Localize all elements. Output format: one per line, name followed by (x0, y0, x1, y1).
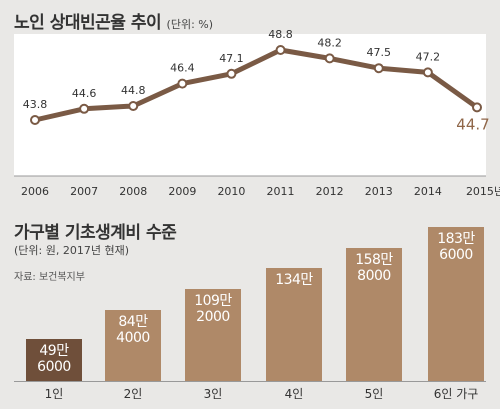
bar: 49만 6000 (26, 339, 82, 381)
line-data-label: 48.2 (317, 36, 342, 49)
line-point (472, 102, 482, 113)
line-point (30, 115, 40, 125)
bar-category-label: 3인 (203, 387, 223, 401)
line-chart: 43.8 2006 44.6 2007 44.8 2008 46.4 2009 47.1 2010… (14, 28, 500, 198)
bar-baseline (14, 381, 486, 382)
line-data-label: 43.8 (23, 98, 48, 111)
line-series (34, 47, 479, 123)
bar-value-label: 49만 (39, 343, 69, 359)
line-point (373, 63, 384, 74)
line-point (275, 45, 286, 55)
line-point (226, 68, 237, 79)
x-tick-label: 2010 (217, 185, 245, 198)
x-tick-label: 2008 (119, 185, 147, 198)
line-data-label: 47.2 (416, 50, 441, 63)
bar: 134만 (266, 268, 322, 381)
x-tick-label: 2009 (168, 185, 196, 198)
line-data-label: 44.7 (456, 115, 489, 133)
bar: 109만 2000 (185, 289, 241, 381)
bar-value-label: 109만 (194, 293, 232, 309)
bar-value-label: 134만 (275, 272, 313, 288)
x-tick-label: 2015년 (466, 185, 500, 198)
x-tick-label: 2006 (21, 185, 49, 198)
x-tick-label: 2011 (267, 185, 295, 198)
bar-category-label: 1인 (44, 387, 64, 401)
line-point (177, 78, 188, 89)
line-data-label: 47.5 (367, 46, 392, 59)
line-chart-title: 노인 상대빈곤율 추이 (단위: %) (14, 8, 213, 33)
line-chart-unit: (단위: %) (166, 18, 214, 31)
bar-chart-unit: (단위: 원, 2017년 현재) (14, 244, 129, 257)
bar-value-label: 6000 (37, 359, 71, 375)
bar-value-label: 2000 (196, 309, 230, 325)
bar: 158만 8000 (346, 248, 402, 381)
bar: 84만 4000 (105, 310, 161, 381)
bar-value-label: 158만 (355, 252, 393, 268)
x-tick-label: 2012 (316, 185, 344, 198)
bar-value-label: 4000 (116, 330, 150, 346)
line-data-label: 44.8 (121, 84, 146, 97)
line-plot-area (14, 34, 486, 176)
bar-chart-source: 자료: 보건복지부 (14, 272, 85, 283)
line-data-label: 48.8 (268, 28, 293, 41)
line-point (422, 67, 433, 78)
bar-category-label: 6인 가구 (433, 387, 479, 401)
bar-value-label: 6000 (439, 247, 473, 263)
x-tick-label: 2013 (365, 185, 393, 198)
line-data-label: 46.4 (170, 62, 195, 75)
line-data-label: 44.6 (72, 87, 97, 100)
line-chart-title-text: 노인 상대빈곤율 추이 (14, 13, 162, 33)
x-tick-label: 2014 (414, 185, 442, 198)
bar: 183만 6000 (428, 227, 484, 381)
bar-value-label: 183만 (437, 231, 475, 247)
line-data-label: 47.1 (219, 52, 244, 65)
bar-value-label: 84만 (118, 314, 148, 330)
line-point (79, 103, 90, 114)
line-point (324, 53, 335, 64)
bar-category-label: 5인 (364, 387, 384, 401)
bar-category-label: 4인 (284, 387, 304, 401)
x-tick-label: 2007 (70, 185, 98, 198)
bar-chart-title: 가구별 기초생계비 수준 (14, 223, 177, 243)
bar-value-label: 8000 (357, 268, 391, 284)
bar-category-label: 2인 (123, 387, 143, 401)
line-point (128, 101, 139, 111)
